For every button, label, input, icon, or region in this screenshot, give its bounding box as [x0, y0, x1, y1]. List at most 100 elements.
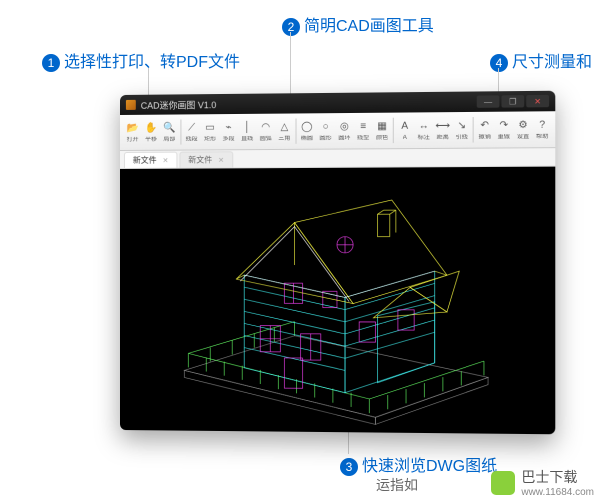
- tool-icon: ⌁: [222, 121, 236, 135]
- tool-label: 圆环: [338, 135, 350, 142]
- tool-圆形[interactable]: ○圆形: [317, 115, 335, 147]
- watermark-text: 巴士下载: [521, 467, 594, 487]
- tool-局部[interactable]: 🔍局部: [161, 117, 178, 148]
- drawing-canvas[interactable]: [120, 167, 555, 435]
- tool-label: 标注: [418, 134, 430, 141]
- tool-label: 线段: [186, 136, 198, 143]
- tool-label: 线型: [357, 135, 369, 142]
- watermark-url: www.11684.com: [521, 487, 594, 498]
- tab-close-icon[interactable]: ✕: [218, 156, 224, 164]
- callout-1-text: 选择性打印、转PDF文件: [64, 54, 240, 71]
- tool-icon: ↷: [497, 118, 511, 132]
- callout-3-num: 3: [340, 458, 358, 476]
- tool-设置[interactable]: ⚙设置: [514, 113, 532, 145]
- tool-icon: │: [240, 120, 254, 134]
- tab-label: 新文件: [188, 154, 212, 165]
- toolbar-separator: [473, 117, 474, 143]
- tool-平移[interactable]: ✋平移: [142, 117, 159, 148]
- tab-row: 新文件✕新文件✕: [120, 148, 555, 169]
- toolbar-separator: [180, 119, 181, 144]
- tool-icon: ↔: [417, 119, 431, 133]
- tool-icon: ⚙: [516, 118, 530, 132]
- tool-label: 圆形: [320, 135, 332, 142]
- tool-引线[interactable]: ↘引线: [453, 114, 471, 146]
- tool-icon: ✋: [144, 121, 158, 135]
- tool-label: 重做: [498, 134, 510, 141]
- callout-1: 1选择性打印、转PDF文件: [42, 48, 240, 72]
- tool-label: 距离: [437, 134, 449, 141]
- callout-1-num: 1: [42, 54, 60, 72]
- tool-重做[interactable]: ↷ 重做: [495, 114, 513, 146]
- tool-多段[interactable]: ⌁多段: [220, 116, 238, 147]
- tool-icon: A: [398, 119, 412, 133]
- callout-3: 3快速浏览DWG图纸: [340, 452, 497, 476]
- tool-打开[interactable]: 📂打开: [124, 117, 141, 148]
- tool-icon: ▭: [203, 121, 217, 135]
- tool-label: 帮助: [536, 133, 548, 140]
- document-tab[interactable]: 新文件✕: [124, 152, 177, 168]
- toolbar-separator: [295, 119, 296, 144]
- tool-线型[interactable]: ≡ 线型: [354, 115, 372, 147]
- tool-颜色[interactable]: ▦ 颜色: [373, 115, 391, 147]
- tool-icon: ≡: [356, 119, 370, 133]
- tool-icon: ○: [319, 120, 333, 134]
- toolbar-separator: [393, 118, 394, 143]
- tool-线段[interactable]: ⟋线段: [183, 116, 200, 147]
- tool-label: 圆弧: [260, 135, 272, 142]
- tool-icon: ⟋: [185, 121, 199, 135]
- app-icon: [126, 100, 136, 110]
- tool-三角[interactable]: △三角: [276, 116, 294, 147]
- tool-label: 引线: [456, 134, 468, 141]
- close-button[interactable]: ✕: [526, 95, 549, 108]
- callout-2: 2简明CAD画图工具: [282, 12, 434, 36]
- tool-label: 矩形: [204, 136, 216, 143]
- callout-2-text: 简明CAD画图工具: [304, 18, 434, 35]
- tool-label: 撤销: [479, 134, 491, 141]
- tool-圆弧[interactable]: ◠圆弧: [257, 116, 275, 147]
- tool-label: 打开: [127, 136, 139, 143]
- tool-icon: ◯: [300, 120, 314, 134]
- tool-icon: △: [277, 120, 291, 134]
- tool-圆环[interactable]: ◎圆环: [335, 115, 353, 147]
- tool-icon: ⟷: [436, 119, 450, 133]
- tool-label: 椭圆: [301, 135, 313, 142]
- window-title: CAD迷你画图 V1.0: [141, 98, 217, 112]
- tool-撤销[interactable]: ↶ 撤销: [476, 114, 494, 146]
- document-tab[interactable]: 新文件 ✕: [179, 151, 233, 167]
- tool-label: 局部: [163, 136, 175, 143]
- callout-4: 4尺寸测量和: [490, 48, 592, 72]
- tool-A[interactable]: AA: [396, 114, 414, 146]
- tab-close-icon[interactable]: ✕: [163, 156, 169, 164]
- callout-3-sub: 运指如: [376, 475, 418, 495]
- tool-label: 颜色: [376, 135, 388, 142]
- minimize-button[interactable]: —: [477, 95, 500, 107]
- tool-距离[interactable]: ⟷距离: [434, 114, 452, 146]
- tool-icon: ◠: [259, 120, 273, 134]
- tool-label: A: [403, 134, 407, 141]
- tool-icon: ◎: [337, 120, 351, 134]
- tool-icon: 📂: [126, 121, 140, 135]
- house-wireframe: [145, 172, 530, 428]
- tool-icon: 🔍: [162, 121, 176, 135]
- cad-window-stage: CAD迷你画图 V1.0 — ❐ ✕ 📂打开✋平移🔍局部⟋线段▭矩形⌁多段│直线…: [120, 95, 550, 430]
- tool-椭圆[interactable]: ◯椭圆: [298, 115, 316, 146]
- tool-icon: ▦: [375, 119, 389, 133]
- callout-2-num: 2: [282, 18, 300, 36]
- callout-4-text: 尺寸测量和: [512, 54, 592, 71]
- tool-直线[interactable]: │ 直线: [238, 116, 256, 147]
- tool-label: 设置: [517, 133, 529, 140]
- tool-icon: ↶: [477, 118, 491, 132]
- tool-icon: ?: [535, 118, 550, 132]
- tool-label: 三角: [278, 135, 290, 142]
- maximize-button[interactable]: ❐: [501, 95, 524, 107]
- tool-label: 平移: [145, 136, 157, 143]
- tool-标注[interactable]: ↔标注: [415, 114, 433, 146]
- tool-label: 多段: [223, 136, 235, 143]
- tool-帮助[interactable]: ?帮助: [533, 113, 551, 145]
- watermark-icon: [491, 471, 515, 495]
- toolbar: 📂打开✋平移🔍局部⟋线段▭矩形⌁多段│直线◠圆弧△三角◯椭圆○圆形◎圆环≡线型▦…: [120, 111, 555, 151]
- callout-4-num: 4: [490, 54, 508, 72]
- watermark: 巴士下载 www.11684.com: [491, 467, 594, 498]
- tool-label: 直线: [241, 136, 253, 143]
- tool-矩形[interactable]: ▭矩形: [201, 116, 219, 147]
